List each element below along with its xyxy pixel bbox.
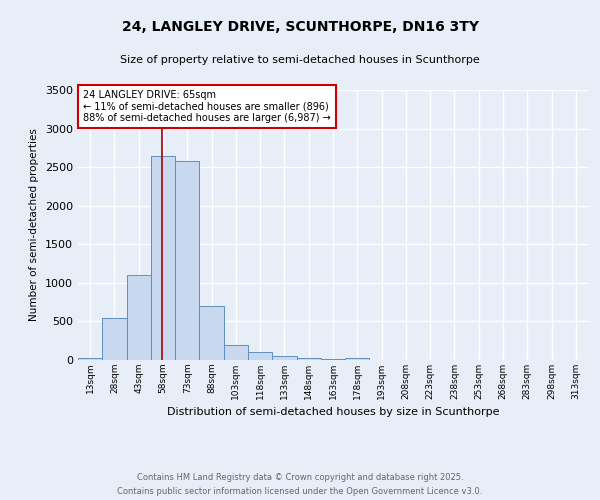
Text: 24, LANGLEY DRIVE, SCUNTHORPE, DN16 3TY: 24, LANGLEY DRIVE, SCUNTHORPE, DN16 3TY [121, 20, 479, 34]
Bar [175, 161, 199, 360]
Bar [248, 352, 272, 360]
Bar [199, 306, 224, 360]
Bar [102, 318, 127, 360]
Bar [296, 358, 321, 360]
Bar [224, 344, 248, 360]
Text: Contains public sector information licensed under the Open Government Licence v3: Contains public sector information licen… [118, 488, 482, 496]
Bar [272, 356, 296, 360]
Bar [321, 359, 345, 360]
Bar [127, 275, 151, 360]
Text: Size of property relative to semi-detached houses in Scunthorpe: Size of property relative to semi-detach… [120, 55, 480, 65]
Text: Contains HM Land Registry data © Crown copyright and database right 2025.: Contains HM Land Registry data © Crown c… [137, 472, 463, 482]
Bar [151, 156, 175, 360]
Y-axis label: Number of semi-detached properties: Number of semi-detached properties [29, 128, 40, 322]
Bar [78, 358, 102, 360]
X-axis label: Distribution of semi-detached houses by size in Scunthorpe: Distribution of semi-detached houses by … [167, 408, 499, 418]
Text: 24 LANGLEY DRIVE: 65sqm
← 11% of semi-detached houses are smaller (896)
88% of s: 24 LANGLEY DRIVE: 65sqm ← 11% of semi-de… [83, 90, 331, 123]
Bar [345, 358, 370, 360]
